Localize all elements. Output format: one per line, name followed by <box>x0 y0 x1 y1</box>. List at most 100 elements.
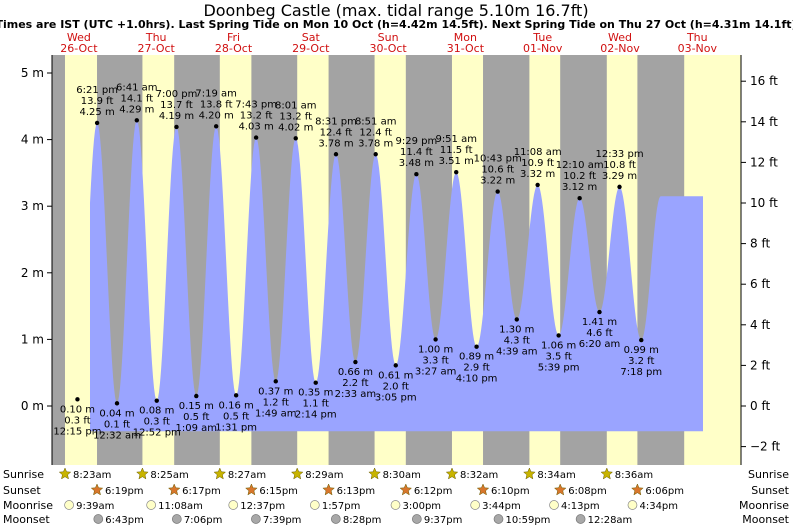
low-tide-ft: 4.6 ft <box>586 328 612 339</box>
high-tide-point <box>94 120 100 126</box>
sunrise-icon <box>213 467 227 480</box>
high-tide-time: 8:01 am <box>275 100 317 111</box>
low-tide-point <box>556 333 561 338</box>
sunset-icon <box>476 483 490 496</box>
high-tide-m: 3.12 m <box>562 182 597 193</box>
low-tide-ft: 2.2 ft <box>342 378 368 389</box>
day-name: Thu <box>686 31 708 44</box>
left-tick-label: 3 m <box>21 199 44 213</box>
low-tide-m: 0.08 m <box>139 406 174 417</box>
low-tide-m: 0.66 m <box>338 367 373 378</box>
low-tide-ft: 2.9 ft <box>463 363 489 374</box>
high-tide-ft: 13.9 ft <box>81 96 114 107</box>
low-tide-time: 4:39 am <box>496 346 538 357</box>
sunrise-time: 8:36am <box>615 470 653 481</box>
low-tide-m: 1.00 m <box>418 344 453 355</box>
moonset-time: 9:37pm <box>424 515 463 525</box>
low-tide-point <box>75 397 80 402</box>
low-tide-ft: 1.2 ft <box>263 397 289 408</box>
low-tide-point <box>233 393 239 398</box>
tide-area <box>90 120 703 432</box>
low-tide-ft: 0.5 ft <box>223 411 249 422</box>
low-tide-point <box>514 317 519 322</box>
high-tide-m: 3.32 m <box>520 169 555 180</box>
moonrise-time: 3:44pm <box>482 501 521 512</box>
day-name: Wed <box>608 31 632 44</box>
high-tide-m: 4.20 m <box>199 110 234 121</box>
sunrise-icon <box>368 467 381 480</box>
high-tide-point <box>617 184 622 190</box>
left-tick-label: 1 m <box>21 332 44 346</box>
sunset-icon <box>553 483 567 496</box>
high-tide-time: 12:10 am <box>556 160 604 171</box>
high-tide-time: 7:43 pm <box>235 100 277 111</box>
day-name: Wed <box>67 31 91 44</box>
moonset-icon <box>493 514 504 524</box>
sunset-time: 6:17pm <box>182 486 221 497</box>
low-tide-m: 0.89 m <box>459 352 494 363</box>
low-tide-m: 0.61 m <box>378 370 413 381</box>
low-tide-time: 1:09 am <box>176 423 218 434</box>
sunrise-icon <box>445 467 459 480</box>
moonrise-icon <box>470 500 481 510</box>
moonset-time: 6:43pm <box>105 515 144 525</box>
low-tide-time: 7:18 pm <box>620 367 662 378</box>
sunrise-time: 8:25am <box>150 470 188 481</box>
row-label-right: Moonset <box>742 513 789 525</box>
low-tide-m: 1.06 m <box>541 340 576 351</box>
sunrise-icon <box>136 467 149 480</box>
high-tide-ft: 11.4 ft <box>400 147 433 158</box>
low-tide-ft: 4.3 ft <box>504 335 530 346</box>
high-tide-time: 7:00 pm <box>156 89 198 100</box>
day-date: 28-Oct <box>215 42 253 55</box>
high-tide-ft: 13.2 ft <box>279 111 312 122</box>
high-tide-ft: 12.4 ft <box>320 127 353 138</box>
moonset-icon <box>251 514 261 524</box>
row-label-right: Sunset <box>751 484 789 497</box>
high-tide-m: 3.48 m <box>399 158 434 169</box>
sunrise-icon <box>600 467 614 480</box>
sunset-icon <box>167 483 181 496</box>
high-tide-time: 11:08 am <box>514 147 562 158</box>
sunrise-time: 8:32am <box>460 470 498 481</box>
high-tide-time: 6:21 pm <box>76 85 118 96</box>
day-name: Mon <box>454 31 477 44</box>
day-date: 27-Oct <box>138 42 176 55</box>
low-tide-point <box>273 379 278 384</box>
moonrise-icon <box>309 500 320 510</box>
sunset-icon <box>90 483 104 496</box>
high-tide-m: 3.51 m <box>439 156 474 167</box>
sunrise-icon <box>523 467 536 480</box>
day-date: 30-Oct <box>369 42 407 55</box>
low-tide-point <box>433 337 438 342</box>
sunrise-icon <box>58 467 72 480</box>
high-tide-time: 8:31 pm <box>315 116 357 127</box>
high-tide-m: 3.78 m <box>358 138 393 149</box>
moonrise-time: 3:00pm <box>403 501 442 512</box>
low-tide-ft: 0.3 ft <box>144 417 170 428</box>
right-tick-label: 2 ft <box>750 358 770 372</box>
day-date: 02-Nov <box>600 42 640 55</box>
sunrise-time: 8:34am <box>537 470 575 481</box>
low-tide-time: 6:20 am <box>579 339 621 350</box>
low-tide-m: 0.99 m <box>624 345 659 356</box>
high-tide-point <box>213 124 219 129</box>
day-date: 29-Oct <box>292 42 330 55</box>
right-tick-label: 8 ft <box>750 237 770 251</box>
high-tide-point <box>253 135 259 140</box>
low-tide-time: 12:32 am <box>93 430 141 441</box>
chart-title: Doonbeg Castle (max. tidal range 5.10m 1… <box>203 1 588 20</box>
moonrise-icon <box>146 500 156 510</box>
moonset-icon <box>171 514 182 524</box>
low-tide-m: 0.10 m <box>60 404 95 415</box>
high-tide-m: 3.78 m <box>318 138 353 149</box>
sunset-time: 6:19pm <box>105 486 144 497</box>
moonset-icon <box>330 514 341 524</box>
moonrise-icon <box>390 500 401 510</box>
high-tide-m: 4.25 m <box>80 107 115 118</box>
low-tide-point <box>597 309 602 315</box>
high-tide-point <box>293 136 298 141</box>
high-tide-point <box>333 152 339 157</box>
low-tide-ft: 3.3 ft <box>422 355 448 366</box>
sunrise-time: 8:27am <box>228 470 266 481</box>
